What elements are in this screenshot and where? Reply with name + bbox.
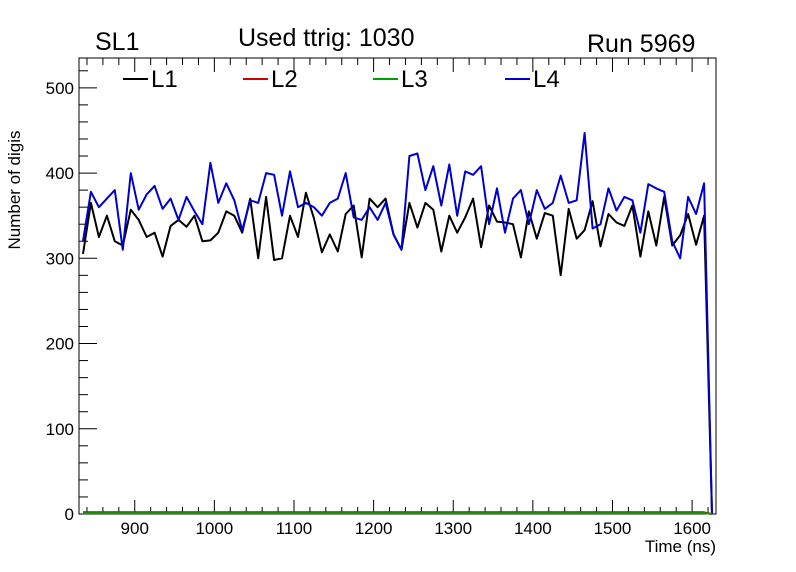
- x-tick-label: 1300: [434, 519, 472, 538]
- legend-label-l1: L1: [151, 66, 178, 93]
- x-axis-label: Time (ns): [645, 537, 716, 556]
- series-line-l4: [82, 132, 713, 515]
- data-series: [82, 132, 713, 515]
- y-tick-label: 300: [46, 249, 74, 268]
- x-tick-label: 1500: [594, 519, 632, 538]
- y-tick-label: 200: [46, 335, 74, 354]
- y-tick-label: 100: [46, 420, 74, 439]
- series-line-l3: [83, 512, 713, 515]
- x-tick-label: 1600: [673, 519, 711, 538]
- chart-title: Used ttrig: 1030: [238, 24, 415, 52]
- y-tick-label: 400: [46, 164, 74, 183]
- run-label: Run 5969: [587, 30, 696, 58]
- x-tick-label: 900: [121, 519, 149, 538]
- y-axis-label: Number of digis: [5, 130, 24, 249]
- axis-ticks: 0 100 200 300 400 500 900 1000 1100 1200 1300 1400 1…: [46, 58, 711, 538]
- y-tick-label: 500: [46, 79, 74, 98]
- x-tick-label: 1100: [276, 519, 313, 538]
- legend-label-l4: L4: [533, 66, 560, 93]
- legend: L1 L2 L3 L4: [123, 66, 560, 93]
- x-tick-label: 1200: [355, 519, 393, 538]
- x-tick-label: 1400: [514, 519, 552, 538]
- y-tick-label: 0: [65, 505, 74, 524]
- x-tick-label: 1000: [195, 519, 233, 538]
- plot-frame: [78, 57, 717, 515]
- legend-label-l3: L3: [401, 66, 428, 93]
- legend-label-l2: L2: [271, 66, 298, 93]
- superlayer-label: SL1: [95, 28, 140, 56]
